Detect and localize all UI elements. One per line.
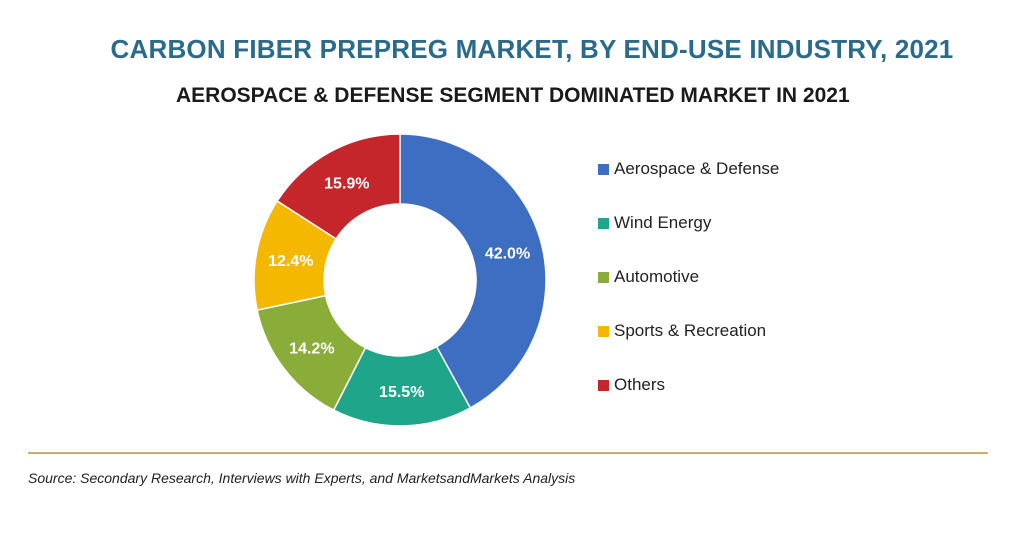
legend-item: Automotive (598, 266, 699, 288)
legend-swatch (598, 217, 609, 229)
data-label: 14.2% (289, 340, 334, 357)
legend-label: Others (614, 375, 666, 394)
data-label: 12.4% (268, 253, 313, 270)
legend-swatch (598, 325, 609, 337)
legend-label: Sports & Recreation (614, 321, 767, 340)
legend-swatch (598, 379, 609, 391)
data-label: 15.5% (379, 384, 424, 401)
data-label: 42.0% (485, 245, 530, 262)
legend-item: Wind Energy (598, 212, 711, 234)
legend-item: Aerospace & Defense (598, 158, 779, 180)
chart-title: CARBON FIBER PREPREG MARKET, BY END-USE … (110, 34, 954, 64)
legend-swatch (598, 163, 609, 175)
legend-item: Sports & Recreation (598, 320, 766, 342)
source-note: Source: Secondary Research, Interviews w… (28, 470, 576, 486)
legend-label: Automotive (614, 267, 700, 286)
donut-chart: 42.0% 15.5% 14.2% 12.4% 15.9% (253, 133, 547, 427)
legend-label: Aerospace & Defense (614, 159, 780, 178)
legend-item: Others (598, 374, 665, 396)
chart-subtitle: AEROSPACE & DEFENSE SEGMENT DOMINATED MA… (176, 84, 850, 107)
legend-label: Wind Energy (614, 213, 712, 232)
divider (28, 452, 988, 454)
slice-aerospace-defense (399, 133, 547, 409)
legend-swatch (598, 271, 609, 283)
slice-others (276, 133, 401, 240)
data-label: 15.9% (324, 176, 369, 193)
